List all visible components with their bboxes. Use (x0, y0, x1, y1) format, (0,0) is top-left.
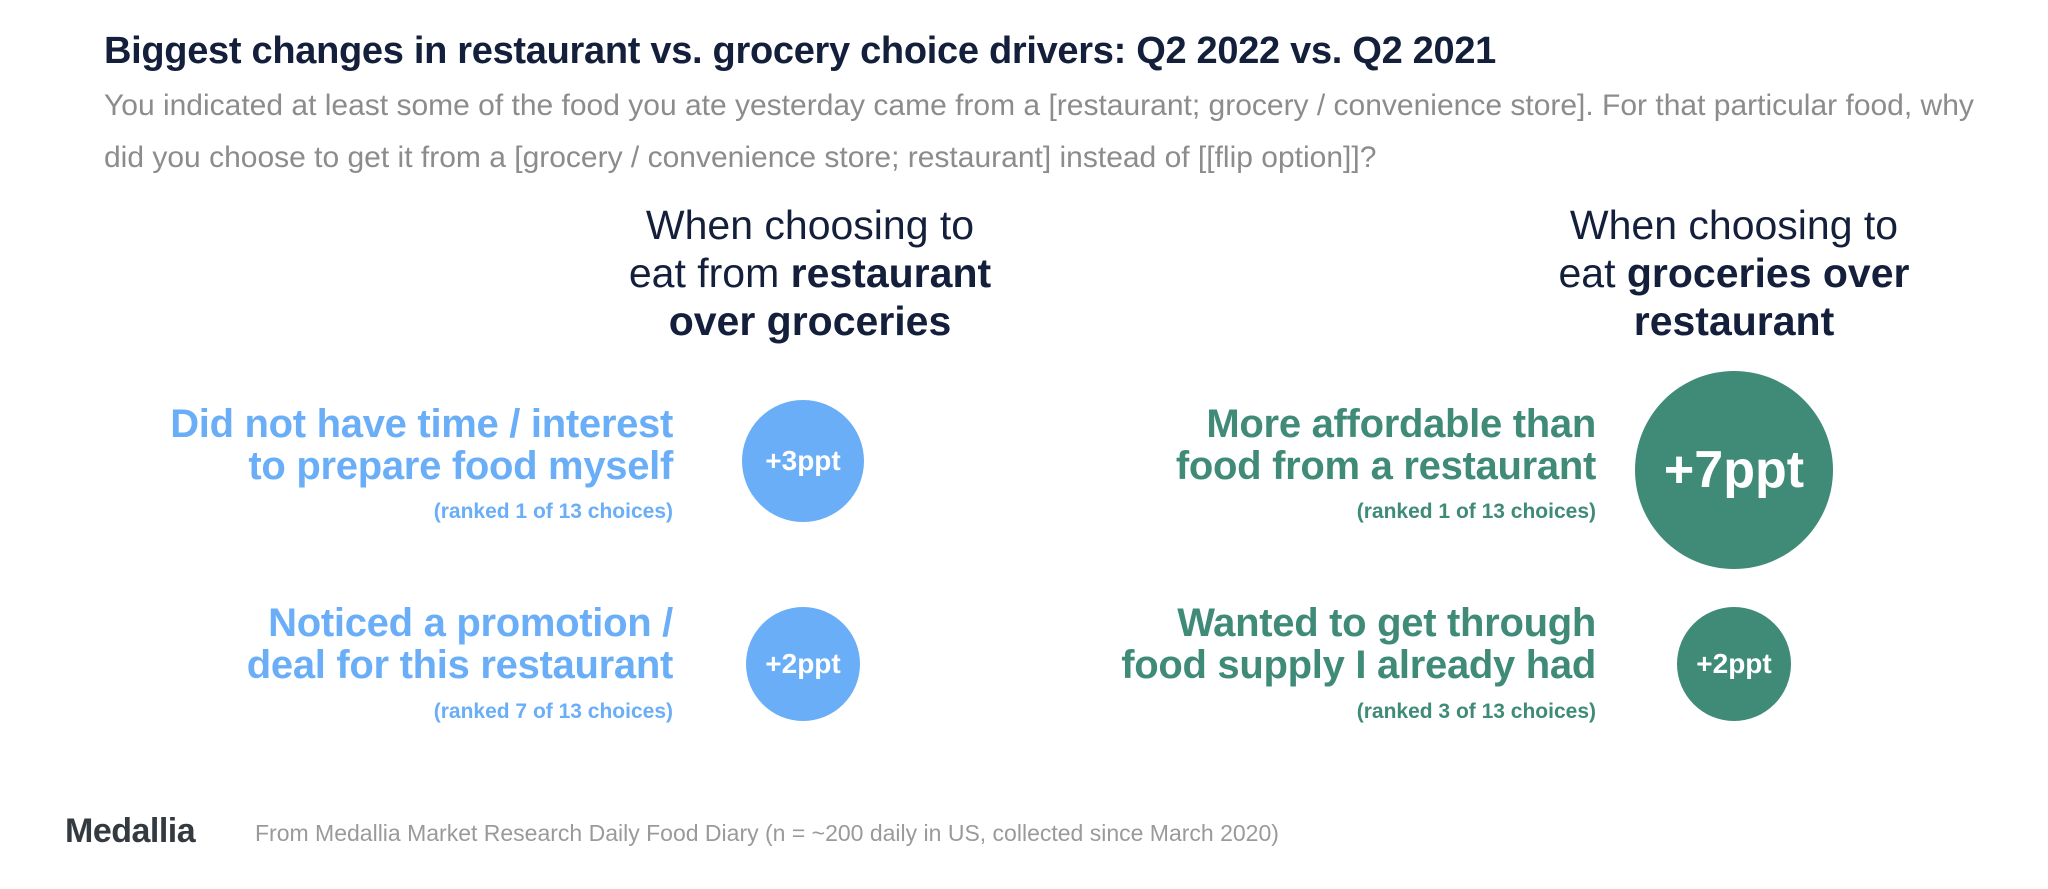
rank-text: (ranked 3 of 13 choices) (1356, 700, 1596, 723)
question-text: You indicated at least some of the food … (104, 89, 1974, 174)
change-value: +3ppt (765, 445, 841, 476)
driver-label-line: Noticed a promotion / (268, 601, 673, 645)
heading-line: eat (1558, 250, 1627, 296)
driver-label-line: Did not have time / interest (170, 402, 673, 446)
heading-emphasis: over groceries (668, 298, 952, 344)
change-bubble: +7ppt (1635, 371, 1833, 569)
heading-emphasis: restaurant (790, 250, 992, 296)
driver-label-line: food from a restaurant (1175, 444, 1596, 488)
driver-label-line: to prepare food myself (248, 444, 673, 488)
change-value: +2ppt (1696, 648, 1772, 679)
heading-line: When choosing to (1569, 202, 1899, 248)
change-bubble: +2ppt (746, 607, 860, 721)
change-value: +2ppt (765, 648, 841, 679)
driver-label: More affordable than food from a restaur… (1176, 403, 1596, 487)
heading-emphasis: groceries over (1626, 250, 1910, 296)
heading-emphasis: restaurant (1633, 298, 1835, 344)
driver-label: Did not have time / interest to prepare … (170, 403, 673, 487)
driver-label: Noticed a promotion / deal for this rest… (246, 601, 674, 687)
driver-label-line: food supply I already had (1121, 643, 1596, 687)
restaurant-heading: When choosing to eat from restaurant ove… (550, 201, 1070, 345)
change-bubble: +2ppt (1677, 607, 1791, 721)
grocery-heading: When choosing to eat groceries over rest… (1474, 201, 1994, 345)
heading-line: eat from (628, 250, 791, 296)
heading-line: When choosing to (645, 202, 975, 248)
rank-text: (ranked 1 of 13 choices) (433, 500, 673, 523)
rank-text: (ranked 7 of 13 choices) (433, 700, 673, 723)
driver-label-line: More affordable than (1206, 402, 1596, 446)
change-value: +7ppt (1663, 441, 1805, 499)
driver-label-line: Wanted to get through (1177, 601, 1596, 645)
driver-label: Wanted to get through food supply I alre… (1121, 602, 1596, 686)
rank-text: (ranked 1 of 13 choices) (1356, 500, 1596, 523)
medallia-logo: Medallia (65, 812, 196, 850)
driver-label-line: deal for this restaurant (246, 643, 674, 687)
change-bubble: +3ppt (742, 400, 864, 522)
source-note: From Medallia Market Research Daily Food… (255, 820, 1279, 846)
page-title: Biggest changes in restaurant vs. grocer… (104, 30, 1497, 72)
